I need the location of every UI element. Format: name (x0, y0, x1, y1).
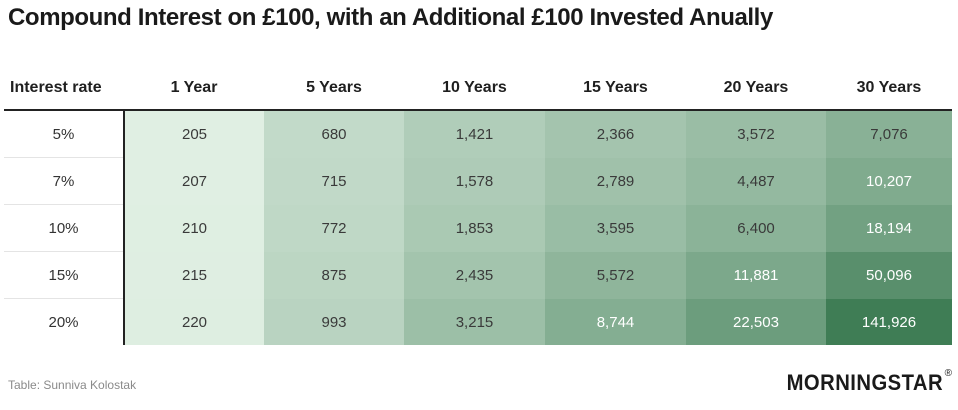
table-row: 10% 210 772 1,853 3,595 6,400 18,194 (4, 204, 952, 252)
logo-wordmark: MORNINGSTAR (786, 370, 943, 395)
heatmap-cell: 141,926 (826, 298, 952, 345)
heatmap-cell: 3,215 (404, 298, 545, 345)
source-note: Table: Sunniva Kolostak (8, 378, 137, 392)
row-label: 15% (4, 251, 125, 299)
heatmap-cell: 10,207 (826, 157, 952, 205)
row-label: 5% (4, 110, 125, 158)
heatmap-cell: 875 (264, 251, 404, 299)
heatmap-cell: 680 (264, 110, 404, 158)
heatmap-cell: 1,578 (404, 157, 545, 205)
chart-title: Compound Interest on £100, with an Addit… (8, 4, 773, 31)
heatmap-cell: 2,789 (545, 157, 686, 205)
column-header: 5 Years (264, 66, 404, 111)
heatmap-cell: 207 (124, 157, 264, 205)
column-header: 10 Years (404, 66, 545, 111)
row-label: 10% (4, 204, 125, 252)
heatmap-cell: 1,421 (404, 110, 545, 158)
table-row: 5% 205 680 1,421 2,366 3,572 7,076 (4, 110, 952, 158)
heatmap-cell: 18,194 (826, 204, 952, 252)
heatmap-cell: 3,572 (686, 110, 826, 158)
heatmap-cell: 210 (124, 204, 264, 252)
heatmap-cell: 11,881 (686, 251, 826, 299)
table-row: 15% 215 875 2,435 5,572 11,881 50,096 (4, 251, 952, 299)
column-header: 15 Years (545, 66, 686, 111)
registered-mark: ® (944, 368, 952, 379)
heatmap-cell: 772 (264, 204, 404, 252)
heatmap-cell: 2,435 (404, 251, 545, 299)
heatmap-cell: 7,076 (826, 110, 952, 158)
row-label: 7% (4, 157, 125, 205)
morningstar-logo: MORNINGSTAR ® (773, 368, 952, 400)
heatmap-cell: 715 (264, 157, 404, 205)
table-row: 20% 220 993 3,215 8,744 22,503 141,926 (4, 298, 952, 345)
heatmap-cell: 993 (264, 298, 404, 345)
heatmap-cell: 3,595 (545, 204, 686, 252)
heatmap-cell: 22,503 (686, 298, 826, 345)
heatmap-cell: 8,744 (545, 298, 686, 345)
column-header: 1 Year (124, 66, 264, 111)
heatmap-cell: 1,853 (404, 204, 545, 252)
heatmap-cell: 4,487 (686, 157, 826, 205)
table-row: 7% 207 715 1,578 2,789 4,487 10,207 (4, 157, 952, 205)
heatmap-cell: 205 (124, 110, 264, 158)
heatmap-cell: 2,366 (545, 110, 686, 158)
table-body: 5% 205 680 1,421 2,366 3,572 7,076 7% 207 715 1,57… (4, 110, 952, 345)
row-label: 20% (4, 298, 125, 345)
heatmap-cell: 6,400 (686, 204, 826, 252)
heatmap-cell: 50,096 (826, 251, 952, 299)
heatmap-cell: 215 (124, 251, 264, 299)
column-header: 30 Years (826, 66, 952, 111)
column-header: 20 Years (686, 66, 826, 111)
heatmap-cell: 220 (124, 298, 264, 345)
heatmap-table: Interest rate 1 Year 5 Years 10 Years 15 Ye… (4, 66, 952, 345)
header-row: Interest rate 1 Year 5 Years 10 Years 15 Ye… (4, 66, 952, 111)
heatmap-cell: 5,572 (545, 251, 686, 299)
column-header-interest-rate: Interest rate (4, 66, 124, 111)
